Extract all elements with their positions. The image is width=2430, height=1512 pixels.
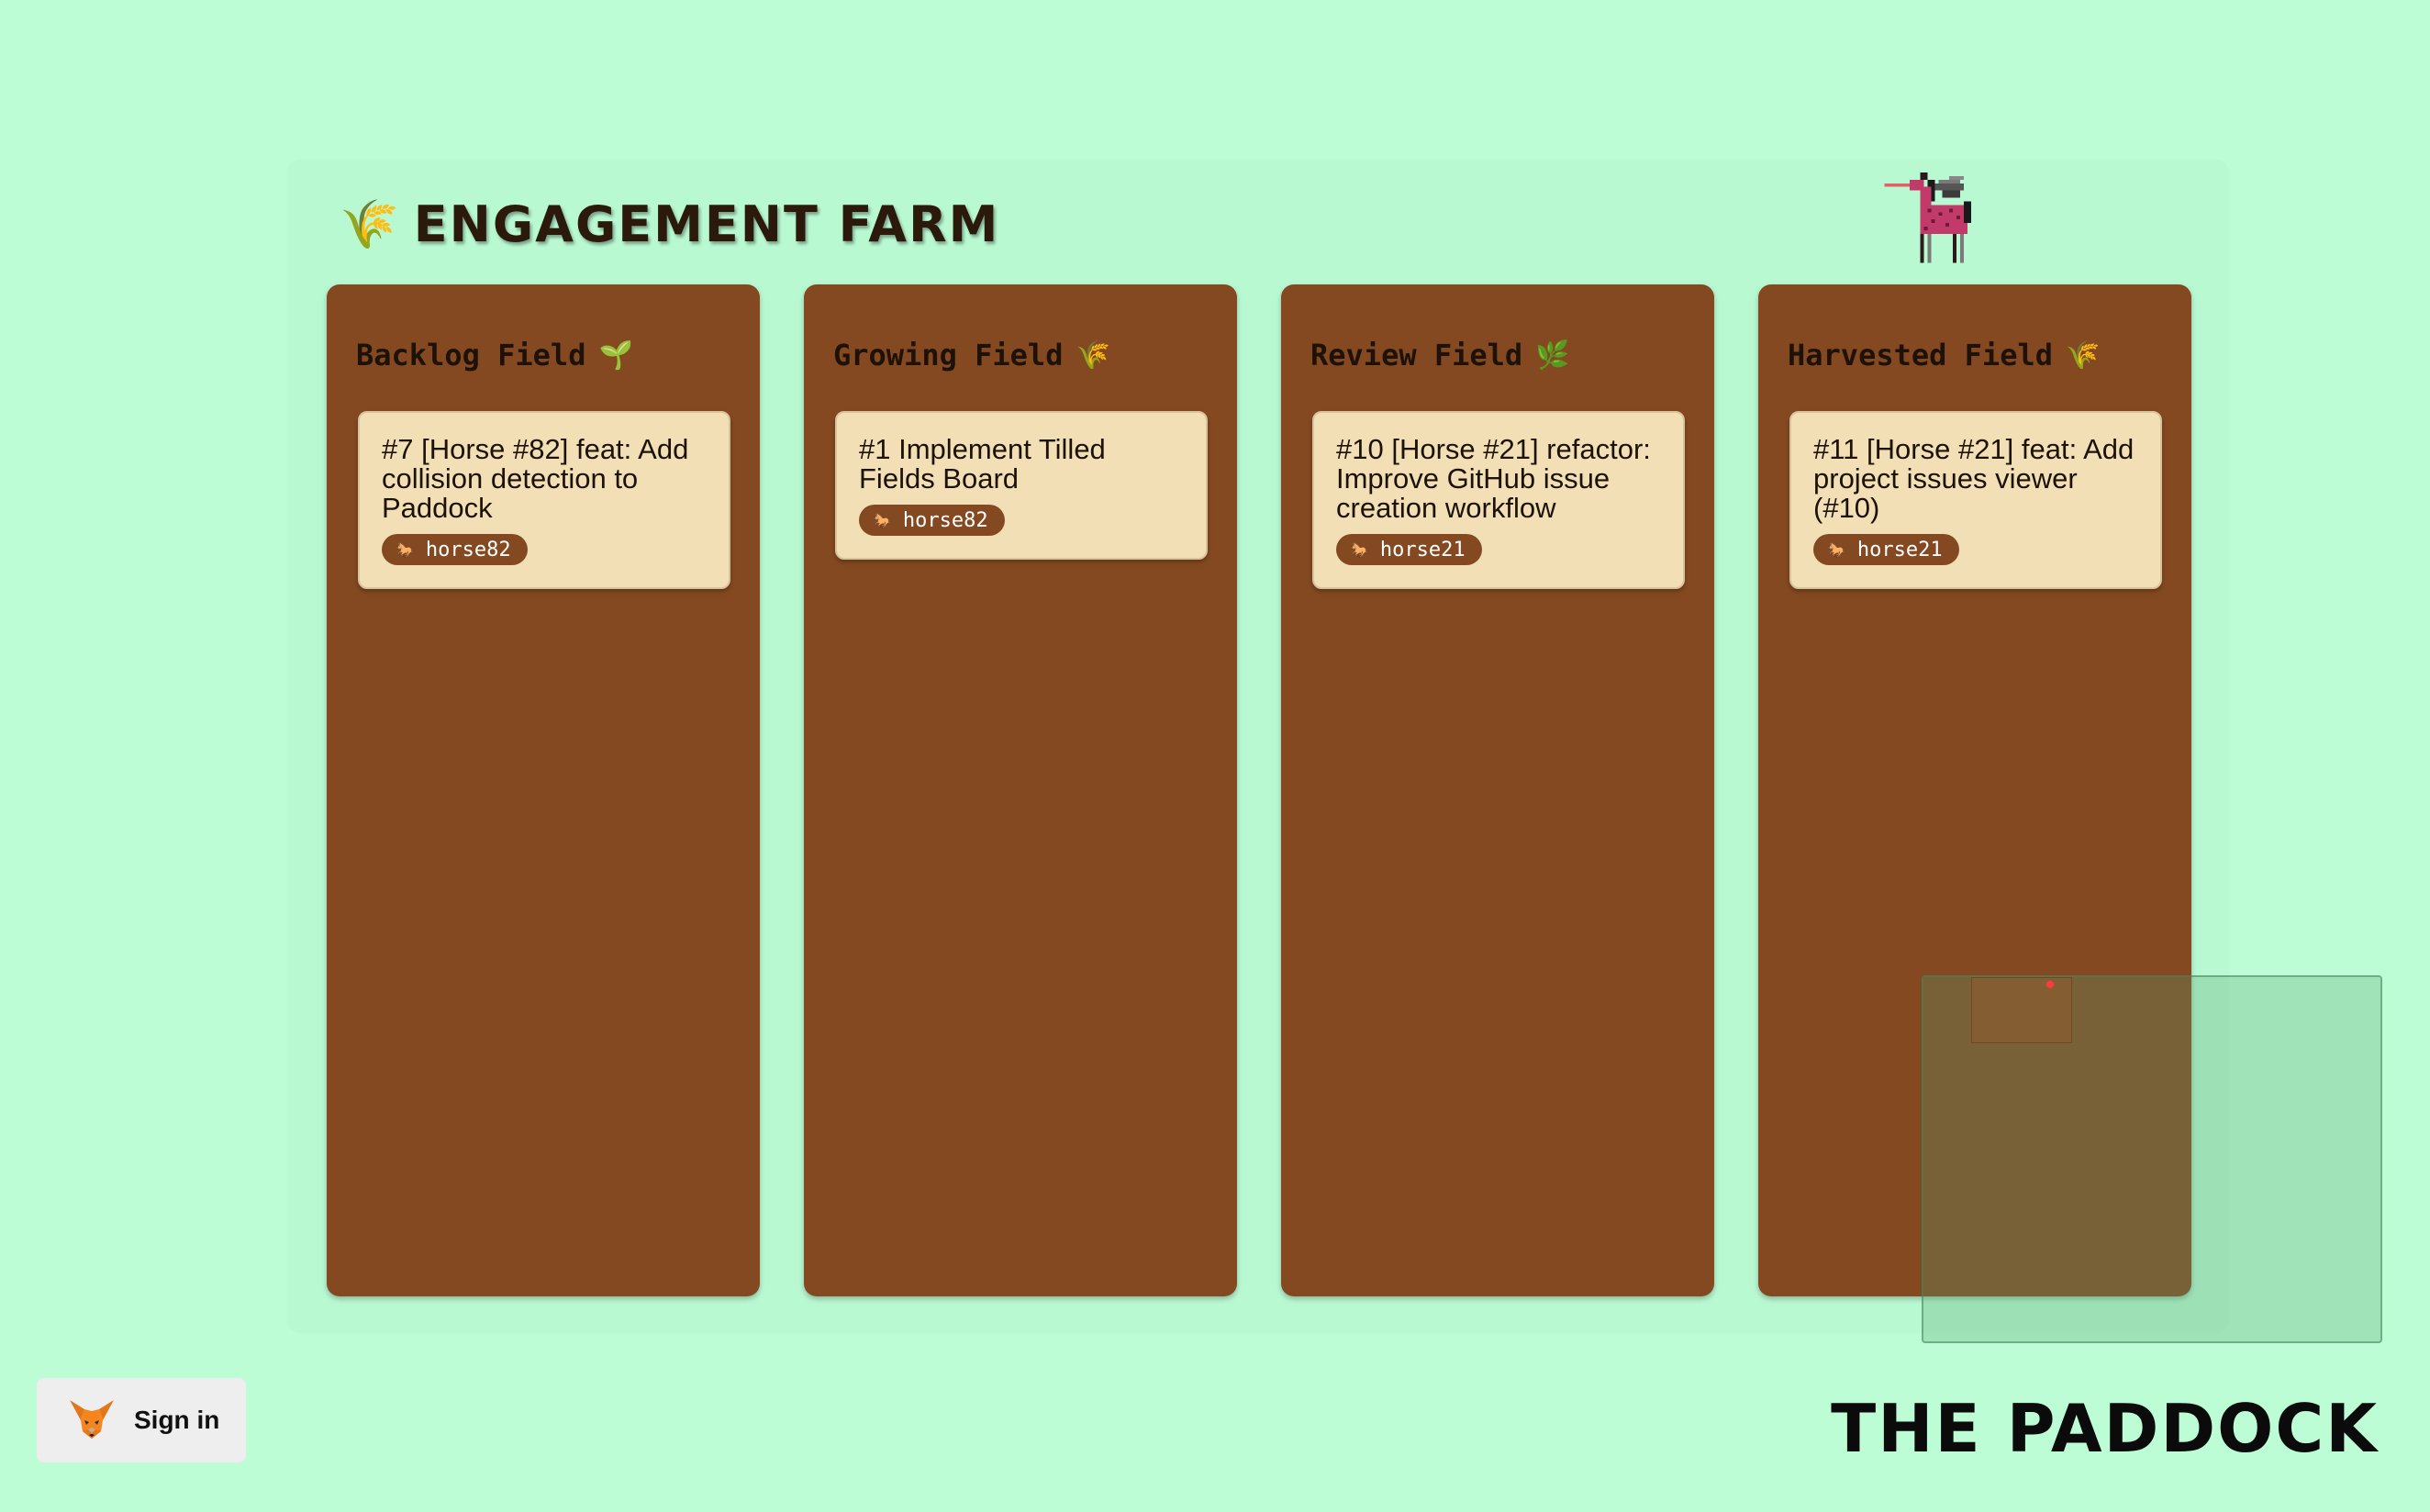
- column-backlog-field[interactable]: Backlog Field 🌱 #7 [Horse #82] feat: Add…: [327, 284, 760, 1296]
- issue-card[interactable]: #10 [Horse #21] refactor: Improve GitHub…: [1312, 411, 1685, 589]
- column-title: Backlog Field: [356, 338, 586, 372]
- column-review-field[interactable]: Review Field 🌿 #10 [Horse #21] refactor:…: [1281, 284, 1714, 1296]
- kanban-columns: Backlog Field 🌱 #7 [Horse #82] feat: Add…: [327, 284, 2191, 1296]
- sign-in-button[interactable]: Sign in: [37, 1378, 246, 1462]
- metamask-fox-icon: [70, 1400, 114, 1439]
- pixel-horse-icon[interactable]: [1883, 169, 2030, 284]
- horse-icon: 🐎: [396, 540, 415, 559]
- horse-icon: 🐎: [1828, 540, 1846, 559]
- assignee-tag: 🐎 horse82: [382, 534, 528, 565]
- footer-brand: The Paddock: [1831, 1390, 2379, 1467]
- assignee-name: horse82: [902, 508, 988, 532]
- assignee-tag: 🐎 horse21: [1336, 534, 1482, 565]
- column-header: Harvested Field 🌾: [1788, 338, 2100, 372]
- assignee-name: horse21: [1379, 538, 1466, 561]
- column-header: Growing Field 🌾: [833, 338, 1110, 372]
- horse-icon: 🐎: [1351, 540, 1369, 559]
- minimap-viewport[interactable]: [1971, 977, 2072, 1043]
- column-title: Growing Field: [833, 338, 1064, 372]
- column-title: Review Field: [1310, 338, 1523, 372]
- sheaf-of-rice-icon: 🌾: [2065, 339, 2101, 372]
- card-title: #1 Implement Tilled Fields Board: [859, 433, 1106, 495]
- column-title: Harvested Field: [1788, 338, 2053, 372]
- assignee-tag: 🐎 horse21: [1813, 534, 1959, 565]
- seedling-icon: 🌱: [598, 339, 633, 372]
- sheaf-of-rice-icon: 🌾: [340, 196, 401, 252]
- sign-in-label: Sign in: [134, 1406, 220, 1434]
- sheaf-of-rice-icon: 🌾: [1076, 339, 1110, 372]
- minimap-player-marker: [2046, 981, 2054, 988]
- assignee-name: horse82: [425, 538, 511, 561]
- card-title: #10 [Horse #21] refactor: Improve GitHub…: [1336, 433, 1651, 524]
- card-title: #7 [Horse #82] feat: Add collision detec…: [382, 433, 689, 524]
- column-harvested-field[interactable]: Harvested Field 🌾 #11 [Horse #21] feat: …: [1758, 284, 2191, 1296]
- herb-icon: 🌿: [1535, 339, 1570, 372]
- board-title-text: Engagement Farm: [413, 195, 1000, 253]
- card-title: #11 [Horse #21] feat: Add project issues…: [1813, 433, 2135, 524]
- assignee-name: horse21: [1856, 538, 1943, 561]
- minimap[interactable]: [1922, 975, 2382, 1343]
- issue-card[interactable]: #1 Implement Tilled Fields Board 🐎 horse…: [835, 411, 1208, 560]
- column-header: Review Field 🌿: [1310, 338, 1570, 372]
- column-growing-field[interactable]: Growing Field 🌾 #1 Implement Tilled Fiel…: [804, 284, 1237, 1296]
- column-header: Backlog Field 🌱: [356, 338, 633, 372]
- assignee-tag: 🐎 horse82: [859, 505, 1005, 536]
- issue-card[interactable]: #7 [Horse #82] feat: Add collision detec…: [358, 411, 730, 589]
- horse-icon: 🐎: [874, 511, 892, 529]
- issue-card[interactable]: #11 [Horse #21] feat: Add project issues…: [1789, 411, 2162, 589]
- board-title: 🌾 Engagement Farm: [340, 187, 999, 261]
